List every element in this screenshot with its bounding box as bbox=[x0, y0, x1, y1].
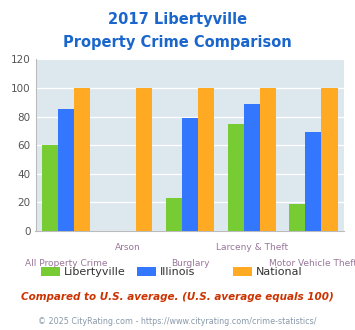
Bar bbox=[136, 88, 152, 231]
Bar bbox=[182, 118, 198, 231]
Bar bbox=[244, 104, 260, 231]
Bar bbox=[166, 198, 182, 231]
Text: Arson: Arson bbox=[115, 243, 141, 251]
Bar bbox=[58, 110, 75, 231]
Text: Compared to U.S. average. (U.S. average equals 100): Compared to U.S. average. (U.S. average … bbox=[21, 292, 334, 302]
Bar bbox=[75, 88, 91, 231]
Bar bbox=[228, 124, 244, 231]
Bar bbox=[289, 204, 305, 231]
Text: Motor Vehicle Theft: Motor Vehicle Theft bbox=[269, 259, 355, 268]
Bar bbox=[260, 88, 276, 231]
Text: All Property Crime: All Property Crime bbox=[25, 259, 108, 268]
Text: 2017 Libertyville: 2017 Libertyville bbox=[108, 12, 247, 26]
Text: © 2025 CityRating.com - https://www.cityrating.com/crime-statistics/: © 2025 CityRating.com - https://www.city… bbox=[38, 317, 317, 326]
Text: Libertyville: Libertyville bbox=[64, 267, 126, 277]
Bar bbox=[305, 132, 322, 231]
Text: Larceny & Theft: Larceny & Theft bbox=[215, 243, 288, 251]
Bar bbox=[42, 145, 58, 231]
Text: Burglary: Burglary bbox=[171, 259, 209, 268]
Bar bbox=[322, 88, 338, 231]
Bar bbox=[198, 88, 214, 231]
Text: National: National bbox=[256, 267, 302, 277]
Text: Property Crime Comparison: Property Crime Comparison bbox=[63, 35, 292, 50]
Text: Illinois: Illinois bbox=[160, 267, 195, 277]
